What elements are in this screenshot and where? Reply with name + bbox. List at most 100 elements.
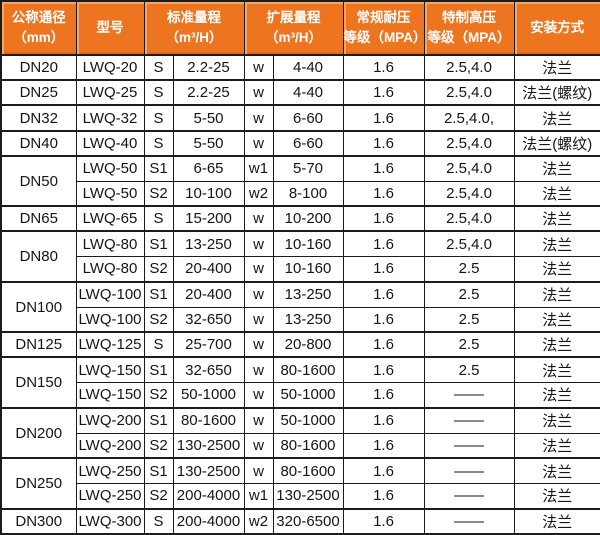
cell-pressure-high: 2.5,4.0 (423, 180, 515, 207)
cell-pressure-high: —— (423, 482, 515, 510)
col-header-pressure-high: 特制高压等级（MPA） (423, 0, 515, 56)
cell-install: 法兰 (513, 482, 600, 510)
cell-std-range: 50-1000 (172, 382, 245, 409)
cell-install: 法兰 (513, 457, 600, 484)
cell-std-code: S2 (143, 432, 174, 459)
cell-std-range: 20-400 (172, 256, 245, 283)
cell-install: 法兰 (513, 356, 600, 384)
cell-std-range: 130-2500 (172, 457, 245, 484)
table-header: 公称通径 （mm） 型号 标准量程 （m³/H） 扩展量程 （m³/H） 常规耐压 等级… (0, 0, 600, 56)
table-row: DN125 LWQ-125 S 25-700 w 20-800 1.6 2.5 法兰 (0, 331, 600, 358)
cell-ext-range: 6-60 (272, 104, 344, 132)
cell-install: 法兰(螺纹) (513, 79, 600, 106)
cell-pressure-std: 1.6 (342, 432, 425, 459)
cell-pressure-std: 1.6 (342, 482, 425, 510)
header-label-line: （m³/H） (165, 30, 223, 45)
cell-pressure-high: 2.5 (423, 256, 515, 283)
table-row: DN300 LWQ-300 S 200-4000 w2 320-6500 1.6 —— 法兰 (0, 507, 600, 535)
col-header-model: 型号 (75, 0, 145, 56)
col-header-std-range: 标准量程 （m³/H） (143, 0, 245, 56)
cell-model: LWQ-20 (75, 53, 145, 81)
cell-ext-range: 80-1600 (272, 457, 344, 484)
cell-pressure-std: 1.6 (342, 154, 425, 182)
cell-ext-range: 80-1600 (272, 432, 344, 459)
cell-ext-code: w (243, 331, 274, 358)
table-row: DN150 LWQ-150 S1 32-650 w 80-1600 1.6 2.5 法兰 (0, 356, 600, 409)
cell-pressure-high: 2.5,4.0 (423, 230, 515, 258)
cell-model: LWQ-65 (75, 205, 145, 232)
cell-install: 法兰 (513, 406, 600, 434)
cell-install: 法兰 (513, 180, 600, 207)
cell-pressure-std: 1.6 (342, 104, 425, 132)
table-row: LWQ-100 S2 32-650 w 13-250 1.6 2.5 法兰 (1, 306, 600, 333)
cell-pressure-high: —— (423, 432, 515, 459)
cell-ext-range: 4-40 (272, 53, 344, 81)
header-label-line: （m³/H） (265, 30, 322, 45)
col-header-install: 安装方式 (513, 0, 600, 56)
table-row: LWQ-80 S2 20-400 w 10-160 1.6 2.5 法兰 (1, 256, 600, 283)
cell-std-range: 20-400 (172, 280, 245, 308)
cell-pressure-std: 1.6 (342, 256, 425, 283)
cell-std-range: 5-50 (172, 129, 245, 157)
cell-dn: DN125 (0, 331, 77, 358)
cell-dn: DN150 (0, 356, 77, 409)
header-label-line: 等级（MPA） (343, 30, 427, 45)
table-row: DN32 LWQ-32 S 5-50 w 6-60 1.6 2.5,4.0, 法兰 (0, 104, 600, 132)
header-label-line: 特制高压 (442, 10, 496, 26)
cell-std-range: 200-4000 (172, 507, 245, 535)
cell-std-range: 200-4000 (172, 482, 245, 510)
cell-ext-code: w (243, 306, 274, 333)
cell-std-range: 80-1600 (172, 406, 245, 434)
cell-install: 法兰 (513, 256, 600, 283)
cell-model: LWQ-50 (75, 154, 145, 182)
cell-ext-range: 6-60 (272, 129, 344, 157)
cell-ext-code: w1 (243, 482, 274, 510)
header-row: 公称通径 （mm） 型号 标准量程 （m³/H） 扩展量程 （m³/H） 常规耐压 等级… (0, 0, 600, 56)
table-row: LWQ-200 S2 130-2500 w 80-1600 1.6 —— 法兰 (1, 432, 600, 459)
cell-install: 法兰 (513, 507, 600, 535)
cell-ext-code: w (243, 432, 274, 459)
cell-dn: DN50 (0, 154, 77, 207)
cell-dn: DN40 (0, 129, 77, 157)
header-label-line: （mm） (13, 30, 65, 45)
cell-ext-range: 4-40 (272, 79, 344, 106)
cell-std-range: 10-100 (172, 180, 245, 207)
cell-install: 法兰 (513, 331, 600, 358)
cell-model: LWQ-80 (75, 230, 145, 258)
cell-std-code: S (143, 205, 174, 232)
cell-std-code: S (143, 104, 174, 132)
table-row: DN80 LWQ-80 S1 13-250 w 10-160 1.6 2.5,4.0 法兰 (0, 230, 600, 283)
cell-dn: DN300 (0, 507, 77, 535)
cell-dn: DN250 (0, 457, 77, 510)
cell-dn: DN80 (0, 230, 77, 283)
cell-std-code: S (143, 507, 174, 535)
cell-model: LWQ-50 (75, 180, 145, 207)
cell-pressure-std: 1.6 (342, 457, 425, 484)
cell-install: 法兰 (513, 432, 600, 459)
cell-pressure-std: 1.6 (342, 382, 425, 409)
header-label-line: 等级（MPA） (427, 30, 511, 45)
cell-pressure-high: —— (423, 406, 515, 434)
cell-std-code: S1 (143, 230, 174, 258)
cell-pressure-high: 2.5,4.0 (423, 154, 515, 182)
cell-std-code: S1 (143, 356, 174, 384)
cell-model: LWQ-150 (75, 382, 145, 409)
cell-ext-range: 50-1000 (272, 382, 344, 409)
cell-ext-range: 20-800 (272, 331, 344, 358)
table-row: DN100 LWQ-100 S1 20-400 w 13-250 1.6 2.5 法兰 (0, 280, 600, 333)
cell-model: LWQ-100 (75, 280, 145, 308)
cell-dn: DN25 (0, 79, 77, 106)
cell-pressure-std: 1.6 (342, 129, 425, 157)
cell-ext-range: 10-200 (272, 205, 344, 232)
header-label-line: 公称通径 (11, 10, 66, 26)
cell-pressure-high: —— (423, 457, 515, 484)
cell-ext-range: 5-70 (272, 154, 344, 182)
cell-dn: DN65 (0, 205, 77, 232)
cell-install: 法兰 (513, 280, 600, 308)
cell-std-range: 5-50 (172, 104, 245, 132)
cell-pressure-std: 1.6 (342, 306, 425, 333)
header-label-line: 扩展量程 (266, 10, 321, 26)
cell-install: 法兰 (513, 230, 600, 258)
cell-pressure-high: 2.5,4.0, (423, 104, 515, 132)
cell-model: LWQ-150 (75, 356, 145, 384)
